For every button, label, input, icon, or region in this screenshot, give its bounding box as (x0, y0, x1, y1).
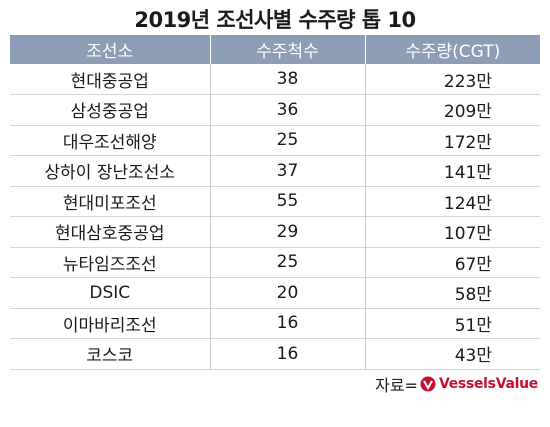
source-brand: VesselsValue (438, 376, 538, 392)
order-count: 38 (210, 64, 366, 95)
order-volume: 107만 (443, 224, 492, 245)
order-volume: 141만 (443, 163, 492, 184)
order-volume: 67만 (454, 254, 492, 275)
page-title: 2019년 조선사별 수주량 톱 10 (134, 8, 416, 32)
table-row: 뉴타임즈조선 25 67만 (10, 247, 540, 278)
shipyard-name: 상하이 장난조선소 (10, 155, 211, 186)
shipyard-name: 이마바리조선 (10, 308, 211, 339)
table-row: 현대삼호중공업 29 107만 (10, 216, 540, 247)
order-count: 37 (210, 155, 366, 186)
order-count: 16 (210, 338, 366, 369)
order-count: 36 (210, 94, 366, 125)
order-count: 25 (210, 247, 366, 278)
shipyard-name: 대우조선해양 (10, 125, 211, 156)
order-count: 25 (210, 125, 366, 156)
order-volume: 124만 (443, 193, 492, 214)
order-count: 20 (210, 277, 366, 308)
order-volume: 172만 (443, 132, 492, 153)
order-count: 55 (210, 186, 366, 217)
shipyard-name: 현대미포조선 (10, 186, 211, 217)
shipyard-name: 현대삼호중공업 (10, 216, 211, 247)
order-volume: 58만 (454, 285, 492, 306)
header-order-volume: 수주량(CGT) (405, 42, 501, 62)
ranking-table: 조선소 수주척수 수주량(CGT) 현대중공업 38 223만 삼성중공업 36… (10, 35, 540, 370)
table-row: DSIC 20 58만 (10, 277, 540, 308)
table-row: 현대중공업 38 223만 (10, 64, 540, 95)
order-volume: 223만 (443, 71, 492, 92)
table-row: 삼성중공업 36 209만 (10, 94, 540, 125)
shipyard-name: 뉴타임즈조선 (10, 247, 211, 278)
vesselsvalue-logo-icon (420, 376, 436, 392)
table-row: 대우조선해양 25 172만 (10, 125, 540, 156)
shipyard-name: 코스코 (10, 338, 211, 369)
order-volume: 43만 (454, 346, 492, 367)
table-row: 코스코 16 43만 (10, 338, 540, 369)
source-prefix: 자료= (375, 376, 418, 395)
table-row: 현대미포조선 55 124만 (10, 186, 540, 217)
table-row: 상하이 장난조선소 37 141만 (10, 155, 540, 186)
shipyard-name: DSIC (10, 277, 211, 308)
order-volume: 51만 (454, 315, 492, 336)
table-row: 이마바리조선 16 51만 (10, 308, 540, 339)
header-shipyard: 조선소 (10, 35, 211, 64)
shipyard-name: 삼성중공업 (10, 94, 211, 125)
source-credit: 자료= VesselsValue (375, 372, 538, 396)
order-volume: 209만 (443, 102, 492, 123)
order-count: 29 (210, 216, 366, 247)
order-count: 16 (210, 308, 366, 339)
shipyard-name: 현대중공업 (10, 64, 211, 95)
table-header-row: 조선소 수주척수 수주량(CGT) (10, 35, 540, 64)
header-order-count: 수주척수 (210, 35, 366, 64)
